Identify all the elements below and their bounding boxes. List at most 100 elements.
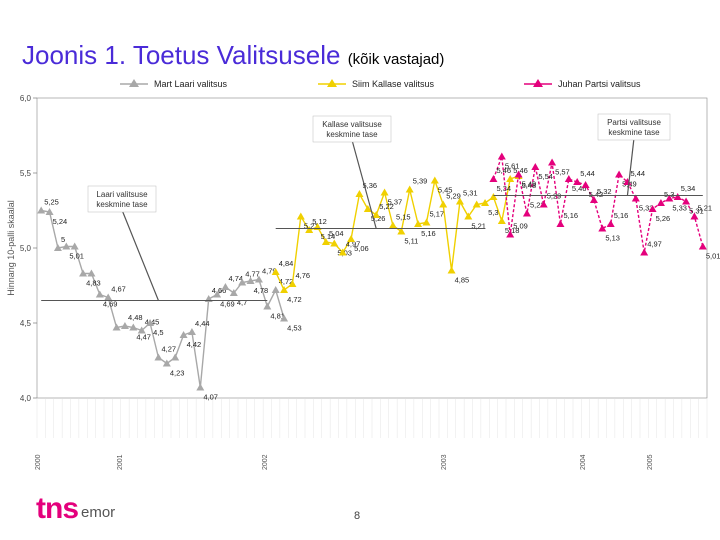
kallas-data-label: 4,76	[295, 271, 310, 280]
parts-point	[606, 220, 615, 227]
parts-data-label: 5,31	[689, 207, 704, 216]
x-year-label: 2003	[441, 454, 448, 470]
kallas-point	[372, 211, 381, 218]
laar-data-label: 4,5	[153, 328, 163, 337]
laar-data-label: 4,66	[212, 286, 227, 295]
laar-point	[95, 290, 104, 298]
kallas-point	[388, 221, 397, 229]
laar-point	[62, 242, 71, 250]
laar-data-label: 4,67	[111, 285, 126, 294]
kallas-point	[338, 248, 347, 256]
kallas-data-label: 5,04	[329, 229, 344, 238]
laar-data-label: 4,83	[86, 279, 101, 288]
laar-data-label: 5,01	[69, 252, 84, 261]
laar-point	[196, 383, 205, 391]
kallas-data-label: 5,31	[463, 189, 478, 198]
kallas-data-label: 5,22	[379, 202, 394, 211]
laar-avg-callout-label: Laari valitsuse keskmine tase	[96, 190, 148, 209]
y-axis-label: Hinnang 10-palli skaalal	[6, 200, 16, 296]
laar-point	[104, 293, 113, 301]
logo-emor: emor	[81, 503, 116, 521]
parts-data-label: 5,21	[697, 204, 712, 213]
kallas-data-label: 5,17	[429, 210, 444, 219]
kallas-data-label: 5,39	[413, 177, 428, 186]
kallas-data-label: 5,48	[522, 181, 537, 190]
laar-point	[187, 328, 196, 335]
parts-point	[690, 212, 699, 220]
laar-point	[53, 244, 62, 251]
kallas-point	[405, 185, 414, 193]
laar-point	[246, 277, 255, 284]
parts-data-label: 5,26	[656, 214, 671, 223]
kallas-point	[464, 212, 473, 220]
laar-data-label: 4,23	[170, 369, 185, 378]
parts-data-label: 5,61	[505, 162, 520, 171]
y-tick-label: 5,5	[20, 169, 32, 178]
laar-data-label: 4,81	[270, 312, 285, 321]
laar-point	[120, 322, 129, 329]
kallas-data-label: 5,06	[354, 244, 369, 253]
legend-label-parts: Juhan Partsi valitsus	[558, 79, 641, 89]
kallas-data-label: 5,36	[362, 181, 377, 190]
laar-data-label: 4,77	[245, 270, 260, 279]
kallas-data-label: 5,45	[438, 186, 453, 195]
parts-data-label: 5,33	[639, 204, 654, 213]
kallas-point	[422, 218, 431, 226]
laar-data-label: 4,69	[220, 300, 235, 309]
laar-point	[79, 269, 88, 277]
parts-data-label: 5,57	[555, 168, 570, 177]
laar-data-label: 4,78	[254, 286, 269, 295]
parts-point	[589, 196, 598, 203]
parts-point	[640, 248, 649, 256]
kallas-point	[321, 238, 330, 245]
kallas-point	[430, 176, 439, 184]
y-tick-label: 4,0	[20, 394, 32, 403]
laar-data-label: 4,7	[237, 298, 247, 307]
kallas-data-label: 5,15	[396, 213, 411, 222]
kallas-point	[305, 226, 314, 233]
laar-point	[229, 289, 238, 296]
parts-data-label: 5,32	[597, 187, 612, 196]
parts-point	[665, 194, 674, 202]
kallas-point	[439, 200, 448, 208]
x-year-label: 2002	[262, 454, 269, 470]
laar-point	[171, 353, 180, 361]
company-logo: tns emor	[36, 492, 115, 526]
kallas-point	[472, 200, 481, 208]
laar-data-label: 4,53	[287, 324, 302, 333]
laar-point	[137, 326, 146, 334]
parts-data-label: 5,44	[630, 169, 645, 178]
parts-data-label: 5,54	[538, 172, 553, 181]
laar-data-label: 4,69	[103, 300, 118, 309]
laar-point	[179, 331, 188, 338]
laar-data-label: 4,47	[136, 333, 151, 342]
parts-data-label: 5,3	[664, 190, 674, 199]
kallas-point	[506, 175, 515, 182]
parts-point	[564, 175, 573, 182]
laar-data-label: 4,07	[203, 393, 218, 402]
y-tick-label: 4,5	[20, 319, 32, 328]
parts-point	[573, 178, 582, 185]
kallas-avg-callout-line	[351, 139, 377, 229]
kallas-data-label: 5,14	[321, 232, 336, 241]
parts-data-label: 5,42	[589, 190, 604, 199]
laar-data-label: 5,24	[53, 217, 68, 226]
kallas-avg-callout-label: Kallase valitsuse keskmine tase	[322, 120, 382, 139]
parts-point	[673, 193, 682, 200]
kallas-data-label: 5,12	[312, 217, 327, 226]
parts-point	[548, 158, 557, 166]
parts-avg-callout-label: Partsi valitsuse keskmine tase	[607, 118, 661, 137]
kallas-data-label: 4,84	[279, 259, 294, 268]
kallas-point	[414, 220, 423, 227]
x-year-label: 2000	[35, 454, 42, 470]
parts-data-label: 5,16	[563, 211, 578, 220]
laar-point	[37, 206, 46, 214]
laar-data-label: 4,74	[228, 274, 243, 283]
laar-data-label: 5	[61, 235, 65, 244]
plot-area	[36, 97, 708, 399]
parts-data-label: 5,23	[530, 201, 545, 210]
parts-point	[556, 220, 565, 227]
kallas-point	[280, 286, 289, 293]
parts-point	[648, 205, 657, 212]
parts-point	[631, 194, 640, 202]
